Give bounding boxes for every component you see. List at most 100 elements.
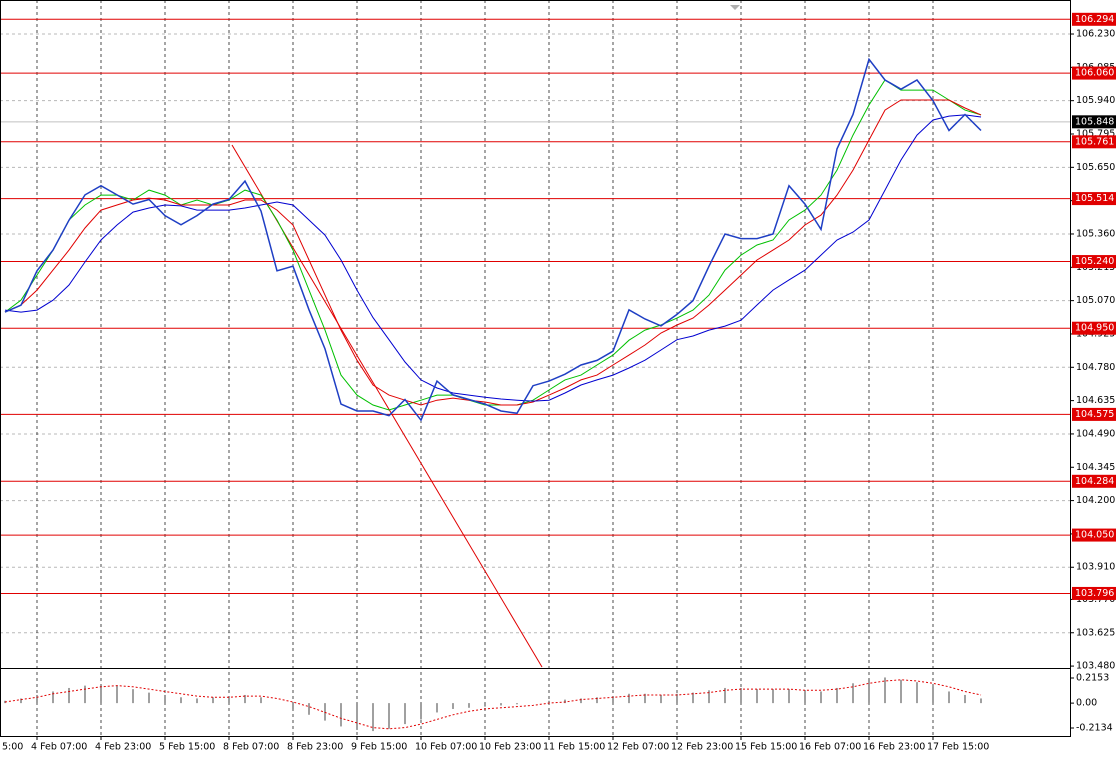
histogram-bar bbox=[372, 703, 374, 732]
level-text: 104.050 bbox=[1075, 530, 1114, 541]
grid bbox=[0, 0, 1070, 736]
histogram-bar bbox=[820, 691, 822, 704]
histogram-bar bbox=[548, 700, 550, 704]
x-tick-label: 15 Feb 15:00 bbox=[735, 742, 797, 753]
histogram-bar bbox=[612, 696, 614, 704]
histogram-bar bbox=[868, 678, 870, 704]
histogram-bar bbox=[900, 679, 902, 704]
histogram-bar bbox=[212, 697, 214, 704]
y-tick-label: 104.635 bbox=[1076, 395, 1115, 406]
y-tick-label: 105.650 bbox=[1076, 162, 1115, 173]
histogram-bar bbox=[500, 703, 502, 706]
histogram-bar bbox=[932, 686, 934, 704]
histogram-bar bbox=[804, 690, 806, 704]
histogram-bar bbox=[884, 677, 886, 704]
x-tick-label: 12 Feb 23:00 bbox=[671, 742, 733, 753]
level-text: 105.240 bbox=[1075, 256, 1114, 267]
level-label: 104.284 bbox=[1072, 474, 1116, 488]
histogram-bar bbox=[180, 697, 182, 704]
x-tick-label: 8 Feb 07:00 bbox=[223, 742, 279, 753]
histogram-bar bbox=[436, 703, 438, 713]
histogram-bar bbox=[964, 694, 966, 704]
level-label: 106.294 bbox=[1072, 12, 1116, 26]
current-price-box bbox=[1072, 115, 1116, 129]
level-text: 103.796 bbox=[1075, 588, 1114, 599]
level-text: 105.761 bbox=[1075, 136, 1114, 147]
y-tick-label: 103.625 bbox=[1076, 627, 1115, 638]
y-tick-label: 105.795 bbox=[1076, 128, 1115, 139]
histogram-bar bbox=[260, 697, 262, 704]
level-text: 104.950 bbox=[1075, 323, 1114, 334]
level-box bbox=[1072, 474, 1116, 488]
histogram-bar bbox=[484, 703, 486, 707]
histogram-bar bbox=[452, 703, 454, 709]
x-tick-label: 10 Feb 23:00 bbox=[479, 742, 541, 753]
level-label: 103.796 bbox=[1072, 586, 1116, 600]
x-tick-label: 4 Feb 07:00 bbox=[31, 742, 87, 753]
histogram-bar bbox=[852, 683, 854, 704]
histogram-bar bbox=[644, 693, 646, 704]
histogram-bar bbox=[36, 694, 38, 704]
y-tick-label: 104.490 bbox=[1076, 428, 1115, 439]
histogram-bar bbox=[356, 703, 358, 730]
x-tick-label: 11 Feb 15:00 bbox=[543, 742, 605, 753]
histogram-bar bbox=[324, 703, 326, 721]
histogram-bar bbox=[196, 698, 198, 704]
level-box bbox=[1072, 321, 1116, 335]
y-tick-label: 105.360 bbox=[1076, 228, 1115, 239]
level-label: 104.050 bbox=[1072, 528, 1116, 542]
y-tick-label: 105.070 bbox=[1076, 295, 1115, 306]
histogram-bar bbox=[404, 703, 406, 725]
level-box bbox=[1072, 255, 1116, 269]
level-label: 104.950 bbox=[1072, 321, 1116, 335]
y-tick-label: 104.345 bbox=[1076, 462, 1115, 473]
histogram-bar bbox=[596, 697, 598, 704]
current-price-label: 105.848 bbox=[1072, 115, 1116, 129]
y-tick-label: 104.200 bbox=[1076, 495, 1115, 506]
level-label: 105.514 bbox=[1072, 192, 1116, 206]
histogram-bar bbox=[228, 696, 230, 704]
y-tick-label: 105.940 bbox=[1076, 95, 1115, 106]
moving-average bbox=[4, 99, 982, 406]
histogram-bar bbox=[628, 693, 630, 704]
x-tick-label: 10 Feb 07:00 bbox=[415, 742, 477, 753]
histogram-bar bbox=[116, 685, 118, 704]
histogram-bar bbox=[676, 693, 678, 704]
histogram-bar bbox=[692, 692, 694, 704]
moving-average bbox=[4, 114, 982, 402]
x-tick-label: 5:00 bbox=[2, 742, 23, 753]
y-tick-label: -0.2134 bbox=[1076, 723, 1113, 734]
histogram-bar bbox=[660, 694, 662, 704]
level-box bbox=[1072, 12, 1116, 26]
histogram-bar bbox=[100, 684, 102, 704]
y-tick-label: 106.230 bbox=[1076, 29, 1115, 40]
histogram-bar bbox=[52, 691, 54, 704]
level-box bbox=[1072, 586, 1116, 600]
level-box bbox=[1072, 135, 1116, 149]
histogram-bar bbox=[564, 699, 566, 704]
histogram-bar bbox=[244, 694, 246, 704]
level-text: 104.575 bbox=[1075, 409, 1114, 420]
shift-marker bbox=[730, 5, 740, 10]
x-tick-label: 9 Feb 15:00 bbox=[351, 742, 407, 753]
level-box bbox=[1072, 407, 1116, 421]
level-text: 106.294 bbox=[1075, 14, 1114, 25]
histogram-bar bbox=[132, 689, 134, 704]
moving-average bbox=[4, 79, 982, 411]
x-tick-label: 16 Feb 07:00 bbox=[799, 742, 861, 753]
level-box bbox=[1072, 66, 1116, 80]
histogram-bar bbox=[84, 685, 86, 704]
level-label: 105.240 bbox=[1072, 255, 1116, 269]
current-price-text: 105.848 bbox=[1075, 116, 1114, 127]
x-tick-label: 16 Feb 23:00 bbox=[863, 742, 925, 753]
histogram-bar bbox=[468, 703, 470, 708]
histogram-bar bbox=[916, 682, 918, 704]
histogram-bar bbox=[292, 703, 294, 709]
level-text: 106.060 bbox=[1075, 68, 1114, 79]
level-box bbox=[1072, 528, 1116, 542]
axes: 106.230106.085105.940105.795105.650105.5… bbox=[2, 12, 1116, 753]
y-tick-label: 0.00 bbox=[1076, 698, 1097, 709]
histogram-bar bbox=[68, 687, 70, 704]
level-label: 105.761 bbox=[1072, 135, 1116, 149]
histogram-bar bbox=[420, 703, 422, 720]
